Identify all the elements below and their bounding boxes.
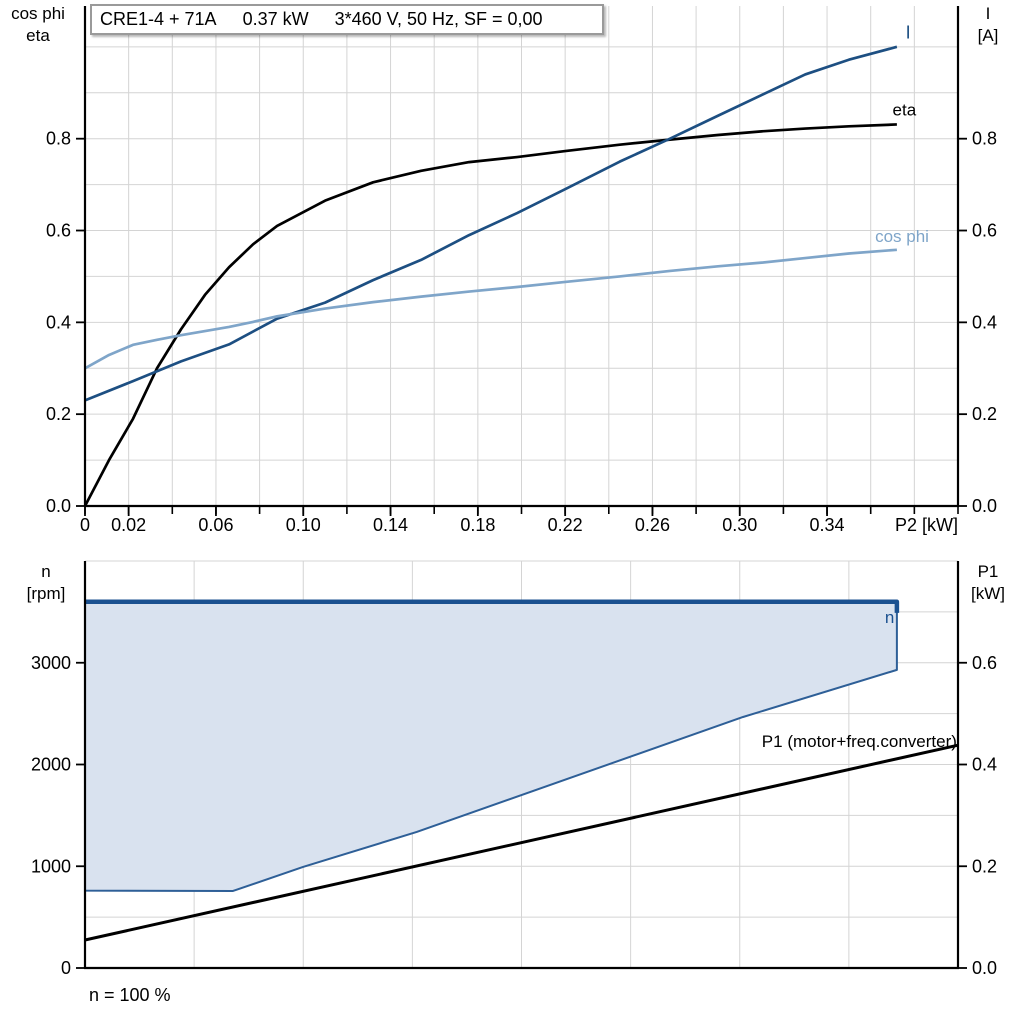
svg-text:0.0: 0.0: [972, 958, 997, 978]
power-rating-label: 0.37 kW: [242, 9, 309, 29]
svg-text:0.2: 0.2: [972, 856, 997, 876]
pump-type-label: CRE1-4 + 71A: [100, 9, 217, 29]
svg-text:0.34: 0.34: [810, 515, 845, 535]
top-right-axis-unit-label: I [A]: [954, 3, 1022, 47]
svg-text:0.6: 0.6: [972, 221, 997, 241]
svg-text:2000: 2000: [31, 755, 71, 775]
eta-axis-label: eta: [26, 26, 50, 45]
svg-text:0.6: 0.6: [46, 221, 71, 241]
p1-axis-label: P1: [977, 562, 999, 581]
svg-text:0: 0: [61, 958, 71, 978]
svg-text:0.30: 0.30: [722, 515, 757, 535]
svg-text:cos phi: cos phi: [875, 227, 929, 246]
svg-text:0: 0: [80, 515, 90, 535]
svg-text:0.18: 0.18: [460, 515, 495, 535]
svg-text:0.02: 0.02: [111, 515, 146, 535]
svg-text:0.26: 0.26: [635, 515, 670, 535]
ampere-unit-label: [A]: [977, 26, 999, 45]
rpm-unit-label: [rpm]: [26, 584, 66, 603]
svg-text:0.2: 0.2: [46, 404, 71, 424]
current-axis-label: I: [985, 4, 991, 23]
svg-text:P1 (motor+freq.converter): P1 (motor+freq.converter): [762, 732, 957, 751]
svg-text:0.06: 0.06: [198, 515, 233, 535]
svg-text:0.0: 0.0: [46, 496, 71, 516]
svg-text:0.10: 0.10: [286, 515, 321, 535]
svg-text:0.2: 0.2: [972, 404, 997, 424]
bottom-chart: 0 1000 2000 3000 0.0 0.2 0.4 0.6 n P1 (motor+freq…: [31, 560, 997, 978]
svg-text:I: I: [906, 23, 911, 43]
top-left-axis-unit-label: cos phi eta: [2, 3, 74, 47]
top-chart: 0 0.02 0.06 0.10 0.14 0.18 0.22 0.26 0.30 0.34 P2 …: [46, 6, 997, 535]
svg-text:eta: eta: [893, 101, 917, 120]
svg-text:0.4: 0.4: [972, 312, 997, 332]
svg-text:0.8: 0.8: [972, 129, 997, 149]
svg-text:P2 [kW]: P2 [kW]: [895, 515, 958, 535]
svg-text:3000: 3000: [31, 653, 71, 673]
kw-unit-label: [kW]: [971, 584, 1005, 603]
svg-text:0.8: 0.8: [46, 129, 71, 149]
speed-axis-label: n: [41, 562, 51, 581]
svg-text:n: n: [885, 608, 894, 627]
svg-text:0.6: 0.6: [972, 653, 997, 673]
speed-percentage-note: n = 100 %: [89, 985, 171, 1005]
cos-phi-axis-label: cos phi: [11, 4, 65, 23]
curve-title-box: CRE1-4 + 71A 0.37 kW 3*460 V, 50 Hz, SF …: [90, 4, 604, 35]
bottom-left-axis-unit-label: n [rpm]: [12, 561, 80, 605]
svg-text:0.0: 0.0: [972, 496, 997, 516]
svg-text:0.4: 0.4: [972, 755, 997, 775]
svg-text:0.22: 0.22: [548, 515, 583, 535]
bottom-right-axis-unit-label: P1 [kW]: [954, 561, 1022, 605]
svg-text:0.14: 0.14: [373, 515, 408, 535]
svg-text:1000: 1000: [31, 856, 71, 876]
voltage-frequency-label: 3*460 V, 50 Hz, SF = 0,00: [334, 9, 543, 29]
svg-text:0.4: 0.4: [46, 312, 71, 332]
